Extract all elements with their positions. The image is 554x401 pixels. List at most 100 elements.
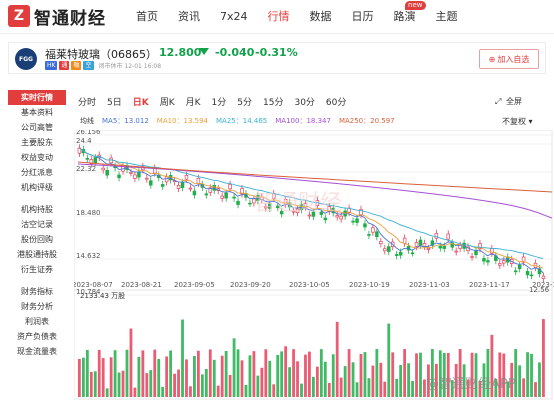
sidebar-item[interactable]: 公司高管 [21, 123, 53, 132]
volume-bar [193, 356, 196, 397]
volume-bar [351, 362, 355, 397]
add-watchlist-button[interactable]: ⊕ 加入自选 [479, 49, 539, 69]
period-tab[interactable]: 周K [159, 98, 175, 108]
nav-item-3[interactable]: 行情 [258, 0, 300, 34]
sidebar-item[interactable]: 财务分析 [21, 302, 53, 311]
x-tick-label: 2023-08-07 [74, 281, 113, 289]
volume-bar [534, 382, 537, 397]
y-tick-label: 14.632 [76, 252, 101, 260]
nav-item-1[interactable]: 资讯 [168, 0, 210, 34]
x-tick-label: 2023-1 [532, 281, 554, 289]
nav-item-7[interactable]: 主题 [426, 0, 468, 34]
period-tab[interactable]: 月K [185, 98, 201, 108]
period-tab[interactable]: 15分 [263, 98, 284, 108]
candle-body [394, 254, 399, 256]
nav-item-2[interactable]: 7x24 [210, 0, 258, 34]
volume-bar [466, 379, 470, 397]
candle-body [200, 184, 205, 188]
volume-bar [395, 378, 399, 397]
volume-bar [430, 349, 434, 397]
volume-label: 2133.43 万股 [80, 292, 126, 300]
volume-bar [85, 350, 89, 397]
volume-bar [494, 379, 498, 397]
volume-bar [446, 352, 450, 397]
volume-bar [327, 382, 331, 397]
sidebar-item[interactable]: 港股通持股 [17, 250, 57, 259]
price-adjust-select[interactable]: 不复权 ▾ [502, 117, 533, 126]
candle-body [517, 264, 522, 270]
nav-item-4[interactable]: 数据 [300, 0, 342, 34]
period-tab[interactable]: 30分 [294, 98, 315, 108]
candle-body [240, 188, 244, 195]
sidebar-item[interactable]: 利润表 [25, 317, 49, 326]
candle-body [486, 260, 490, 263]
sidebar-item[interactable]: 机构持股 [21, 205, 53, 214]
period-tab[interactable]: 5日 [107, 98, 122, 108]
volume-bar [542, 319, 545, 397]
ma-legend-item: MA100：18.347 [275, 117, 331, 125]
volume-bar [280, 351, 284, 397]
period-tab[interactable]: 日K [132, 98, 149, 108]
volume-bar [518, 365, 522, 397]
volume-bar [427, 364, 430, 397]
sidebar-item[interactable]: 沽空记录 [21, 220, 53, 229]
candle-body [184, 174, 189, 180]
period-tab[interactable]: 分时 [78, 98, 97, 108]
stock-tag: HK [45, 61, 58, 70]
volume-bar [347, 349, 351, 397]
volume-bar [474, 353, 478, 397]
period-tab[interactable]: 1分 [211, 98, 227, 108]
sidebar-item[interactable]: 基本资料 [21, 108, 53, 117]
candle-body [339, 215, 343, 220]
chart-watermark: 智通财经 [254, 191, 342, 216]
sidebar-item[interactable]: 股份回购 [21, 235, 53, 244]
ma-line-MA250 [77, 161, 553, 193]
volume-bar [117, 372, 121, 397]
volume-bar [276, 354, 280, 397]
sidebar-item[interactable]: 分红派息 [21, 168, 53, 177]
candle-body [363, 223, 367, 228]
candle-body [323, 217, 328, 221]
sidebar-item[interactable]: 主要股东 [21, 138, 53, 147]
x-tick-label: 2023-10-05 [289, 281, 330, 289]
sidebar-item[interactable]: 财务指标 [21, 287, 53, 296]
kline-chart[interactable]: 26.15624.422.3218.48014.63210.7842023-08… [74, 130, 554, 400]
candle-body [295, 208, 300, 213]
fullscreen-button[interactable]: 全屏 [506, 97, 522, 106]
market-status: 闭市休市 12-01 16:08 [98, 63, 162, 70]
candle-body [275, 205, 280, 209]
volume-bar [129, 328, 133, 397]
volume-bar [399, 365, 403, 397]
candle-body [521, 256, 526, 263]
volume-bar [248, 355, 252, 397]
sidebar-item[interactable]: 权益变动 [21, 153, 53, 162]
nav-item-0[interactable]: 首页 [126, 0, 168, 34]
volume-bar [343, 366, 347, 397]
nav-item-6[interactable]: 路演 new [384, 0, 426, 34]
candle-body [145, 177, 149, 180]
volume-bar [268, 360, 272, 397]
volume-bar [81, 357, 85, 397]
stock-name: 福莱特玻璃（06865） [45, 48, 157, 61]
volume-bar [383, 381, 387, 397]
nav-item-5[interactable]: 日历 [342, 0, 384, 34]
volume-bar [319, 349, 323, 397]
add-watchlist-label: 加入自选 [497, 54, 530, 64]
period-tab[interactable]: 5分 [237, 98, 253, 108]
candle-body [85, 157, 90, 160]
volume-bar [216, 385, 220, 397]
sidebar-item[interactable]: 机构评级 [21, 183, 53, 192]
x-tick-label: 2023-11-03 [409, 281, 450, 289]
volume-bar [498, 352, 502, 397]
volume-bar [335, 321, 339, 397]
sidebar-item[interactable]: 实时行情 [8, 90, 66, 105]
volume-bar [93, 371, 97, 397]
sidebar-item[interactable]: 资产负债表 [17, 332, 57, 341]
volume-bar [173, 373, 176, 397]
expand-icon[interactable]: ⤢ [495, 97, 502, 106]
site-logo[interactable]: Z 智通财经 [8, 5, 106, 29]
sidebar-item[interactable]: 现金流量表 [17, 347, 57, 356]
period-tab[interactable]: 60分 [325, 98, 347, 108]
sidebar-item[interactable]: 衍生证券 [21, 265, 53, 274]
down-arrow-icon [199, 48, 209, 55]
